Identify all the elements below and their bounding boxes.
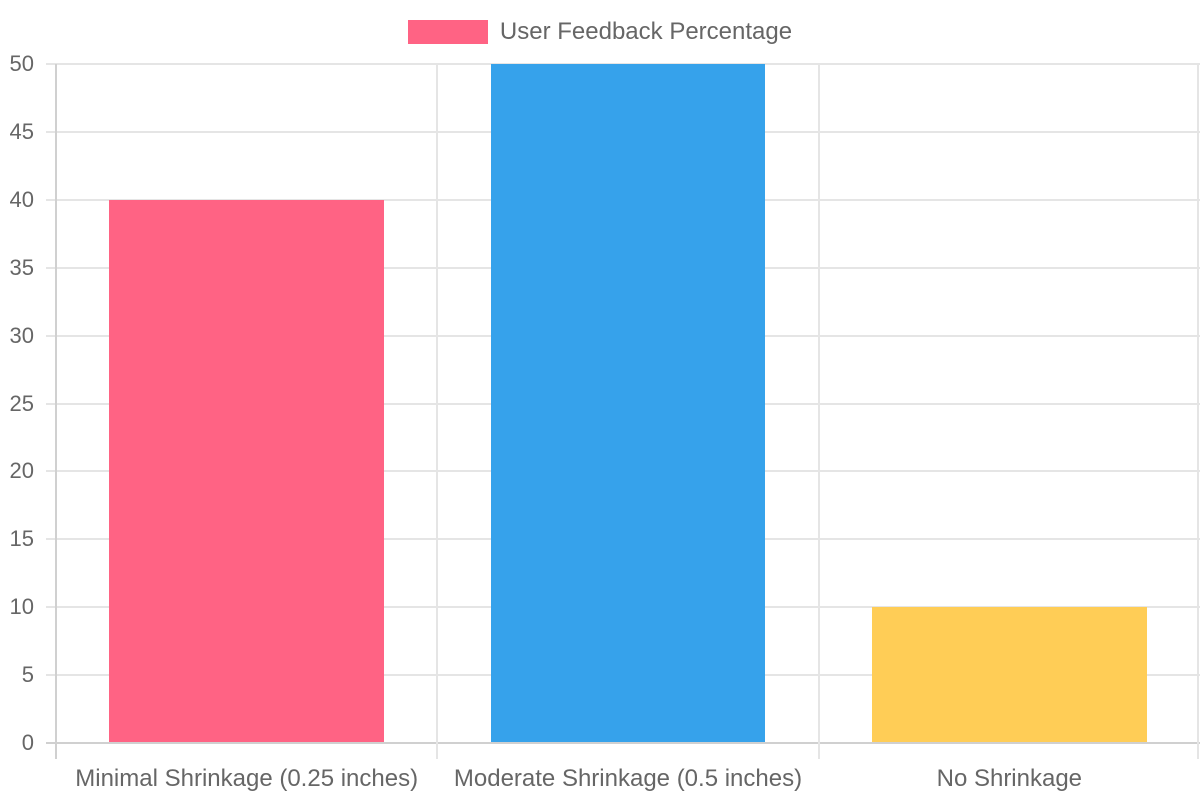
bar-3[interactable] xyxy=(872,607,1147,742)
v-gridline xyxy=(1197,64,1199,759)
chart-legend[interactable]: User Feedback Percentage xyxy=(0,18,1200,45)
x-tick-label: Minimal Shrinkage (0.25 inches) xyxy=(75,765,419,792)
y-tick-label: 5 xyxy=(21,662,34,688)
bar-1[interactable] xyxy=(109,199,384,742)
y-tick-label: 50 xyxy=(9,51,34,76)
v-gridline xyxy=(436,64,439,759)
x-tick-label: Moderate Shrinkage (0.5 inches) xyxy=(453,765,803,792)
y-tick-label: 15 xyxy=(9,526,34,552)
y-tick-label: 20 xyxy=(9,458,34,484)
y-tick-label: 35 xyxy=(9,254,34,280)
y-axis-line xyxy=(55,64,57,759)
x-tick-label: No Shrinkage xyxy=(936,765,1083,792)
y-tick-label: 40 xyxy=(9,186,34,212)
y-tick-label: 0 xyxy=(21,730,34,755)
y-tick-label: 25 xyxy=(9,390,34,416)
legend-label: User Feedback Percentage xyxy=(499,18,793,45)
bar-2[interactable] xyxy=(490,64,766,742)
y-tick-label: 45 xyxy=(9,118,34,144)
x-axis-line xyxy=(46,742,1200,744)
legend-swatch xyxy=(407,20,488,44)
y-tick-label: 10 xyxy=(9,594,34,620)
y-tick-label: 30 xyxy=(9,322,34,348)
v-gridline xyxy=(817,64,820,759)
